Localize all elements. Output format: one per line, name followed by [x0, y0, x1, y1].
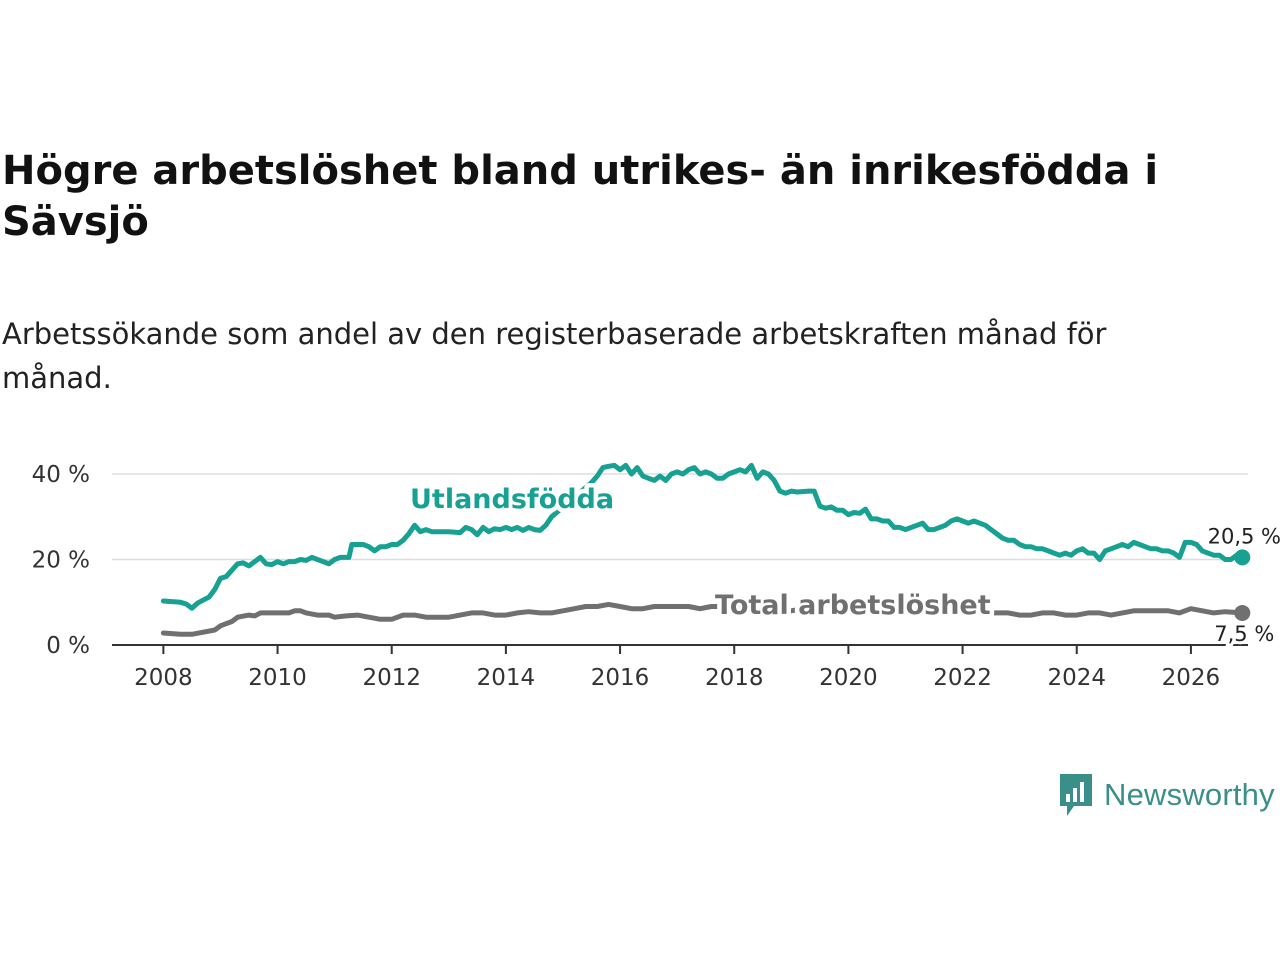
x-tick-label: 2010 — [248, 665, 307, 691]
brand-name: Newsworthy — [1104, 777, 1275, 812]
series-label-total: Total arbetslöshet — [715, 590, 991, 621]
chart-title: Högre arbetslöshet bland utrikes- än inr… — [2, 148, 1159, 245]
x-tick-label: 2026 — [1162, 665, 1221, 691]
x-tick-label: 2016 — [591, 665, 650, 691]
series-label-foreign: Utlandsfödda — [410, 484, 614, 515]
end-label-total: 7,5 % — [1214, 622, 1274, 646]
series-lines — [160, 462, 1251, 637]
y-tick-label: 20 % — [32, 548, 90, 574]
x-tick-label: 2012 — [362, 665, 421, 691]
end-point-foreign — [1234, 549, 1251, 566]
series-line-foreign — [160, 462, 1245, 611]
line-chart: 0 % 20 % 40 % 2008 2010 2012 2014 2016 2018 2020… — [32, 462, 1280, 691]
x-tick-label: 2020 — [819, 665, 878, 691]
x-tick-label: 2024 — [1047, 665, 1106, 691]
y-tick-label: 40 % — [32, 462, 90, 488]
gridlines — [112, 473, 1248, 561]
x-tick-label: 2014 — [477, 665, 536, 691]
y-tick-label: 0 % — [46, 633, 90, 659]
chart-subtitle: Arbetssökande som andel av den registerb… — [2, 317, 1107, 395]
series-line-total — [160, 601, 1245, 637]
x-tick-label: 2022 — [933, 665, 992, 691]
x-tick-label: 2018 — [705, 665, 764, 691]
newsworthy-logo: Newsworthy — [1058, 772, 1275, 818]
y-axis-labels: 0 % 20 % 40 % — [32, 462, 90, 659]
x-axis: 2008 2010 2012 2014 2016 2018 2020 2022 2024 2026 — [112, 644, 1248, 691]
bar-chart-logo-icon — [1060, 774, 1092, 816]
series-labels: Utlandsfödda Total arbetslöshet 20,5 % 7,5 … — [406, 480, 1280, 649]
x-tick-label: 2008 — [134, 665, 193, 691]
end-point-total — [1234, 604, 1251, 621]
end-label-foreign: 20,5 % — [1208, 524, 1280, 548]
